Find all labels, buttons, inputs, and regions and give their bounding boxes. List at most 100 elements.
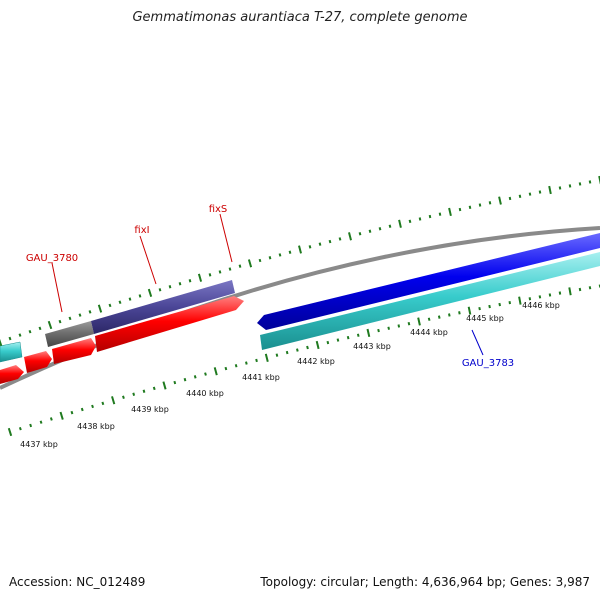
scale-tick: [178, 282, 182, 286]
gene-red-3: [52, 338, 96, 364]
scale-tick: [315, 340, 320, 350]
gene-red-1: [0, 365, 24, 384]
scale-tick: [478, 306, 481, 311]
scale-tick: [468, 205, 472, 209]
scale-tick: [588, 180, 592, 184]
scale-tick: [245, 361, 248, 365]
scale-tick: [427, 317, 431, 321]
scale-tick: [238, 264, 242, 268]
scale-tick: [548, 185, 552, 195]
scale-tick: [336, 338, 340, 342]
scale-tick: [318, 242, 322, 246]
scale-tick: [275, 353, 279, 357]
scale-tick: [538, 190, 542, 194]
scale-tick: [578, 287, 582, 292]
scale-tick: [224, 366, 228, 371]
scale-tick: [508, 196, 512, 201]
gene-red-2: [24, 351, 52, 373]
scale-tick: [308, 245, 312, 249]
scale-tick: [407, 321, 411, 326]
scale-tick: [417, 317, 421, 326]
scale-tick: [111, 396, 116, 405]
scale-tick: [568, 287, 572, 296]
kbp-label: 4442 kbp: [297, 357, 335, 366]
scale-tick: [478, 203, 482, 207]
scale-tick: [122, 395, 125, 399]
gene-left-cyan: [0, 341, 23, 363]
kbp-label: 4446 kbp: [522, 301, 560, 310]
scale-tick: [467, 306, 472, 315]
scale-tick: [162, 381, 167, 390]
scale-tick: [168, 285, 172, 289]
leader-GAU-3783: [471, 329, 484, 356]
scale-tick: [29, 423, 33, 428]
scale-tick: [348, 232, 352, 241]
scale-tick: [428, 214, 432, 219]
gene-fixI: [95, 296, 244, 352]
gene-GAU-3783: [260, 252, 600, 350]
kbp-label: 4439 kbp: [131, 405, 169, 414]
scale-tick: [132, 392, 136, 396]
scale-tick: [193, 375, 197, 379]
scale-tick: [80, 407, 84, 412]
kbp-label: 4440 kbp: [186, 389, 224, 398]
scale-tick: [366, 328, 371, 338]
scale-tick: [49, 417, 53, 421]
scale-tick: [326, 340, 330, 345]
forward-strand-genes: [0, 280, 244, 384]
inner-tick-row: [7, 284, 600, 437]
scale-tick: [28, 329, 32, 334]
scale-tick: [298, 245, 302, 254]
scale-tick: [438, 212, 442, 216]
scale-tick: [59, 411, 64, 420]
scale-labels: 4437 kbp 4438 kbp 4439 kbp 4440 kbp 4441 kbp…: [20, 301, 560, 449]
scale-tick: [8, 336, 12, 341]
scale-tick: [388, 224, 392, 228]
scale-tick: [204, 372, 207, 376]
kbp-label: 4441 kbp: [242, 373, 280, 382]
scale-tick: [39, 420, 43, 424]
kbp-label: 4444 kbp: [410, 328, 448, 337]
scale-tick: [70, 410, 74, 415]
scale-tick: [234, 364, 238, 368]
scale-tick: [448, 313, 451, 317]
scale-tick: [578, 182, 582, 186]
kbp-label: 4443 kbp: [353, 342, 391, 351]
scale-tick: [368, 229, 372, 233]
gene-label-lines: [51, 213, 484, 356]
scale-tick: [173, 380, 177, 385]
scale-tick: [101, 401, 105, 406]
scale-tick: [247, 259, 253, 268]
scale-tick: [338, 237, 342, 241]
scale-tick: [397, 324, 401, 328]
map-title: Gemmatimonas aurantiaca T-27, complete g…: [132, 10, 468, 25]
scale-tick: [208, 273, 212, 277]
scale-tick: [558, 291, 562, 295]
leader-fixI: [139, 235, 157, 285]
scale-tick: [588, 286, 592, 290]
scale-tick: [498, 302, 501, 307]
leader-fixS: [219, 213, 233, 263]
scale-tick: [488, 304, 491, 309]
scale-tick: [228, 267, 232, 271]
scale-tick: [118, 300, 122, 305]
scale-tick: [58, 319, 62, 324]
leader-GAU-3780: [51, 262, 63, 313]
scale-tick: [158, 288, 162, 292]
scale-tick: [213, 367, 218, 376]
scale-tick: [458, 207, 462, 212]
scale-tick: [518, 194, 522, 198]
scale-tick: [258, 258, 262, 263]
scale-tick: [47, 320, 53, 330]
scale-tick: [18, 333, 22, 337]
scale-tick: [418, 217, 422, 221]
scale-tick: [346, 335, 350, 340]
scale-tick: [498, 196, 502, 205]
scale-tick: [285, 350, 289, 355]
scale-tick: [88, 310, 92, 314]
scale-tick: [568, 184, 572, 188]
scale-tick: [78, 313, 82, 317]
scale-tick: [398, 219, 402, 228]
scale-tick: [387, 326, 390, 330]
